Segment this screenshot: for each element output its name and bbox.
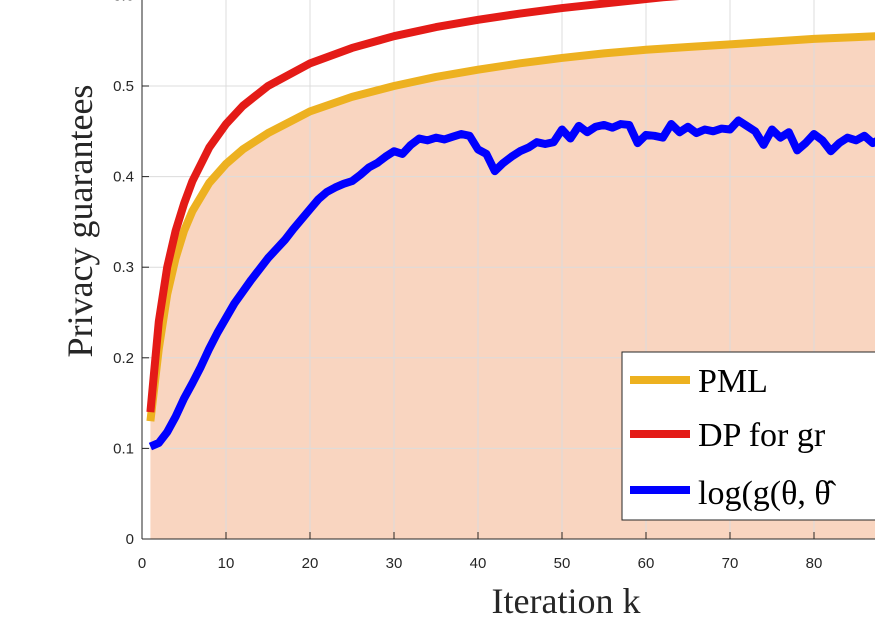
y-axis-label: Privacy guarantees: [60, 85, 100, 358]
x-axis-label: Iteration k: [492, 581, 641, 621]
series-line-pml: [146, 32, 875, 422]
y-tick-label: 0.5: [113, 78, 134, 95]
x-tick-label: 80: [806, 555, 823, 572]
x-tick-labels: 0 10 20 30 40 50 60 70 80: [138, 555, 823, 572]
x-tick-label: 0: [138, 555, 146, 572]
y-tick-label: 0.6: [113, 0, 134, 4]
x-tick-label: 10: [218, 555, 235, 572]
y-tick-label: 0.2: [113, 350, 134, 367]
y-tick-label: 0.1: [113, 440, 134, 457]
series-line-dp: [146, 0, 680, 413]
series-layer: [146, 0, 875, 451]
x-tick-label: 70: [722, 555, 739, 572]
y-tick-labels: 0 0.1 0.2 0.3 0.4 0.5 0.6: [113, 0, 134, 548]
x-tick-label: 50: [554, 555, 571, 572]
x-tick-label: 60: [638, 555, 655, 572]
legend-label-dp: DP for gr: [698, 417, 826, 454]
x-tick-label: 20: [302, 555, 319, 572]
x-tick-label: 40: [470, 555, 487, 572]
series-line-log-g: [148, 116, 875, 451]
y-tick-label: 0.4: [113, 169, 134, 186]
y-tick-label: 0.3: [113, 259, 134, 276]
y-tick-label: 0: [126, 531, 134, 548]
legend-label-pml: PML: [698, 363, 768, 400]
x-tick-label: 30: [386, 555, 403, 572]
legend: PML DP for gr log(g(θ, θ̂: [621, 351, 875, 521]
legend-label-log-g: log(g(θ, θ̂: [698, 475, 837, 512]
axes: [141, 0, 875, 540]
